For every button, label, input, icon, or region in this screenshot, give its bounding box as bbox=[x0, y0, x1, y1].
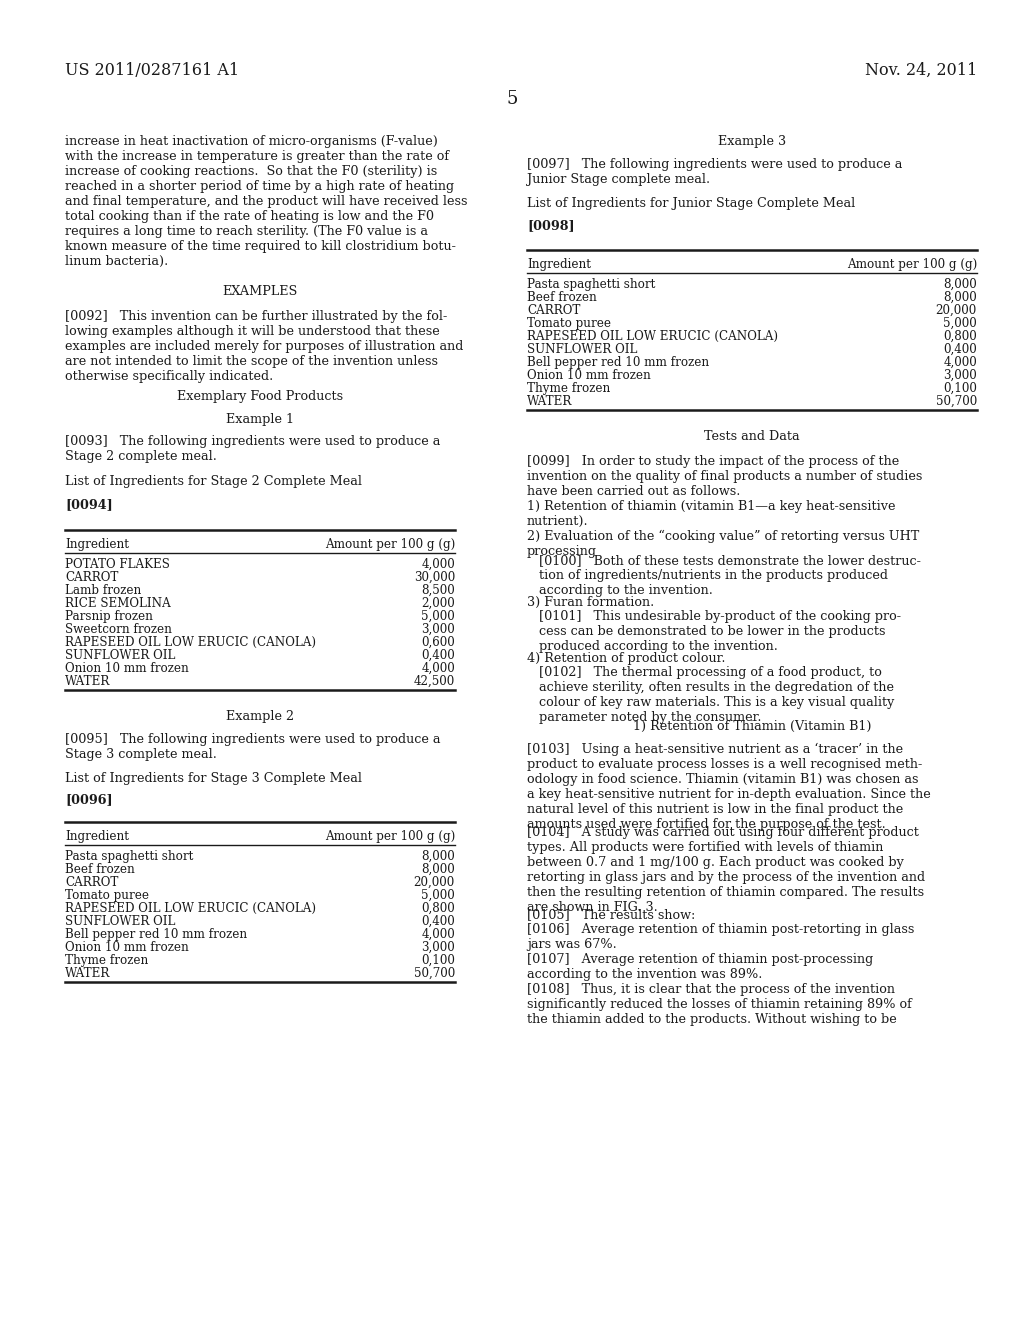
Text: Nov. 24, 2011: Nov. 24, 2011 bbox=[864, 62, 977, 79]
Text: POTATO FLAKES: POTATO FLAKES bbox=[65, 558, 170, 572]
Text: WATER: WATER bbox=[65, 675, 111, 688]
Text: Thyme frozen: Thyme frozen bbox=[527, 381, 610, 395]
Text: 0,400: 0,400 bbox=[421, 915, 455, 928]
Text: 0,600: 0,600 bbox=[421, 636, 455, 649]
Text: Onion 10 mm frozen: Onion 10 mm frozen bbox=[65, 941, 188, 954]
Text: Bell pepper red 10 mm frozen: Bell pepper red 10 mm frozen bbox=[527, 356, 710, 370]
Text: Beef frozen: Beef frozen bbox=[65, 863, 135, 876]
Text: Amount per 100 g (g): Amount per 100 g (g) bbox=[847, 257, 977, 271]
Text: CARROT: CARROT bbox=[65, 572, 119, 583]
Text: SUNFLOWER OIL: SUNFLOWER OIL bbox=[527, 343, 637, 356]
Text: RICE SEMOLINA: RICE SEMOLINA bbox=[65, 597, 171, 610]
Text: Sweetcorn frozen: Sweetcorn frozen bbox=[65, 623, 172, 636]
Text: 1) Retention of Thiamin (Vitamin B1): 1) Retention of Thiamin (Vitamin B1) bbox=[633, 719, 871, 733]
Text: [0103]   Using a heat-sensitive nutrient as a ‘tracer’ in the
product to evaluat: [0103] Using a heat-sensitive nutrient a… bbox=[527, 743, 931, 832]
Text: 4) Retention of product colour.: 4) Retention of product colour. bbox=[527, 652, 725, 665]
Text: SUNFLOWER OIL: SUNFLOWER OIL bbox=[65, 915, 175, 928]
Text: List of Ingredients for Junior Stage Complete Meal: List of Ingredients for Junior Stage Com… bbox=[527, 197, 855, 210]
Text: 5,000: 5,000 bbox=[421, 888, 455, 902]
Text: [0097]   The following ingredients were used to produce a
Junior Stage complete : [0097] The following ingredients were us… bbox=[527, 158, 902, 186]
Text: 0,400: 0,400 bbox=[943, 343, 977, 356]
Text: CARROT: CARROT bbox=[527, 304, 581, 317]
Text: 8,500: 8,500 bbox=[421, 583, 455, 597]
Text: [0096]: [0096] bbox=[65, 793, 113, 807]
Text: Lamb frozen: Lamb frozen bbox=[65, 583, 141, 597]
Text: Ingredient: Ingredient bbox=[65, 539, 129, 550]
Text: EXAMPLES: EXAMPLES bbox=[222, 285, 298, 298]
Text: 20,000: 20,000 bbox=[414, 876, 455, 888]
Text: Parsnip frozen: Parsnip frozen bbox=[65, 610, 153, 623]
Text: 8,000: 8,000 bbox=[421, 863, 455, 876]
Text: Pasta spaghetti short: Pasta spaghetti short bbox=[65, 850, 194, 863]
Text: [0100]   Both of these tests demonstrate the lower destruc-
   tion of ingredien: [0100] Both of these tests demonstrate t… bbox=[527, 554, 921, 597]
Text: RAPESEED OIL LOW ERUCIC (CANOLA): RAPESEED OIL LOW ERUCIC (CANOLA) bbox=[527, 330, 778, 343]
Text: 0,100: 0,100 bbox=[943, 381, 977, 395]
Text: 4,000: 4,000 bbox=[943, 356, 977, 370]
Text: 4,000: 4,000 bbox=[421, 558, 455, 572]
Text: [0092]   This invention can be further illustrated by the fol-
lowing examples a: [0092] This invention can be further ill… bbox=[65, 310, 464, 383]
Text: 30,000: 30,000 bbox=[414, 572, 455, 583]
Text: List of Ingredients for Stage 3 Complete Meal: List of Ingredients for Stage 3 Complete… bbox=[65, 772, 362, 785]
Text: 0,800: 0,800 bbox=[943, 330, 977, 343]
Text: [0093]   The following ingredients were used to produce a
Stage 2 complete meal.: [0093] The following ingredients were us… bbox=[65, 436, 440, 463]
Text: [0104]   A study was carried out using four different product
types. All product: [0104] A study was carried out using fou… bbox=[527, 826, 925, 913]
Text: Ingredient: Ingredient bbox=[65, 830, 129, 843]
Text: 20,000: 20,000 bbox=[936, 304, 977, 317]
Text: [0099]   In order to study the impact of the process of the
invention on the qua: [0099] In order to study the impact of t… bbox=[527, 455, 923, 558]
Text: RAPESEED OIL LOW ERUCIC (CANOLA): RAPESEED OIL LOW ERUCIC (CANOLA) bbox=[65, 636, 316, 649]
Text: WATER: WATER bbox=[65, 968, 111, 979]
Text: 0,100: 0,100 bbox=[421, 954, 455, 968]
Text: RAPESEED OIL LOW ERUCIC (CANOLA): RAPESEED OIL LOW ERUCIC (CANOLA) bbox=[65, 902, 316, 915]
Text: Tomato puree: Tomato puree bbox=[65, 888, 150, 902]
Text: 0,800: 0,800 bbox=[421, 902, 455, 915]
Text: Amount per 100 g (g): Amount per 100 g (g) bbox=[325, 830, 455, 843]
Text: Pasta spaghetti short: Pasta spaghetti short bbox=[527, 279, 655, 290]
Text: 3,000: 3,000 bbox=[421, 623, 455, 636]
Text: 5,000: 5,000 bbox=[421, 610, 455, 623]
Text: 4,000: 4,000 bbox=[421, 928, 455, 941]
Text: [0105]   The results show:
[0106]   Average retention of thiamin post-retorting : [0105] The results show: [0106] Average … bbox=[527, 908, 914, 1026]
Text: WATER: WATER bbox=[527, 395, 572, 408]
Text: 5,000: 5,000 bbox=[943, 317, 977, 330]
Text: Amount per 100 g (g): Amount per 100 g (g) bbox=[325, 539, 455, 550]
Text: 8,000: 8,000 bbox=[943, 279, 977, 290]
Text: US 2011/0287161 A1: US 2011/0287161 A1 bbox=[65, 62, 240, 79]
Text: Tests and Data: Tests and Data bbox=[705, 430, 800, 444]
Text: 2,000: 2,000 bbox=[421, 597, 455, 610]
Text: 0,400: 0,400 bbox=[421, 649, 455, 663]
Text: Exemplary Food Products: Exemplary Food Products bbox=[177, 389, 343, 403]
Text: 3) Furan formation.: 3) Furan formation. bbox=[527, 597, 654, 609]
Text: SUNFLOWER OIL: SUNFLOWER OIL bbox=[65, 649, 175, 663]
Text: 3,000: 3,000 bbox=[421, 941, 455, 954]
Text: increase in heat inactivation of micro-organisms (F-value)
with the increase in : increase in heat inactivation of micro-o… bbox=[65, 135, 468, 268]
Text: Thyme frozen: Thyme frozen bbox=[65, 954, 148, 968]
Text: Beef frozen: Beef frozen bbox=[527, 290, 597, 304]
Text: Example 1: Example 1 bbox=[226, 413, 294, 426]
Text: CARROT: CARROT bbox=[65, 876, 119, 888]
Text: 42,500: 42,500 bbox=[414, 675, 455, 688]
Text: 4,000: 4,000 bbox=[421, 663, 455, 675]
Text: Tomato puree: Tomato puree bbox=[527, 317, 611, 330]
Text: [0102]   The thermal processing of a food product, to
   achieve sterility, ofte: [0102] The thermal processing of a food … bbox=[527, 667, 894, 723]
Text: Ingredient: Ingredient bbox=[527, 257, 591, 271]
Text: Onion 10 mm frozen: Onion 10 mm frozen bbox=[65, 663, 188, 675]
Text: Example 3: Example 3 bbox=[718, 135, 786, 148]
Text: 5: 5 bbox=[506, 90, 518, 108]
Text: 3,000: 3,000 bbox=[943, 370, 977, 381]
Text: 50,700: 50,700 bbox=[414, 968, 455, 979]
Text: [0098]: [0098] bbox=[527, 219, 574, 232]
Text: Bell pepper red 10 mm frozen: Bell pepper red 10 mm frozen bbox=[65, 928, 247, 941]
Text: [0101]   This undesirable by-product of the cooking pro-
   cess can be demonstr: [0101] This undesirable by-product of th… bbox=[527, 610, 901, 653]
Text: 8,000: 8,000 bbox=[943, 290, 977, 304]
Text: [0094]: [0094] bbox=[65, 498, 113, 511]
Text: Onion 10 mm frozen: Onion 10 mm frozen bbox=[527, 370, 650, 381]
Text: 50,700: 50,700 bbox=[936, 395, 977, 408]
Text: Example 2: Example 2 bbox=[226, 710, 294, 723]
Text: [0095]   The following ingredients were used to produce a
Stage 3 complete meal.: [0095] The following ingredients were us… bbox=[65, 733, 440, 762]
Text: List of Ingredients for Stage 2 Complete Meal: List of Ingredients for Stage 2 Complete… bbox=[65, 475, 362, 488]
Text: 8,000: 8,000 bbox=[421, 850, 455, 863]
